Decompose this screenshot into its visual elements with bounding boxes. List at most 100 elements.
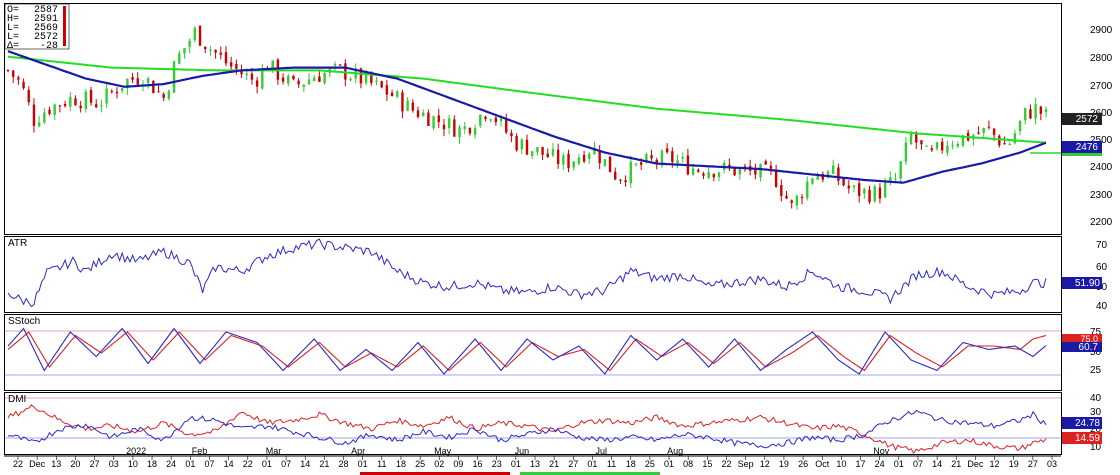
date-tick-label: 07 — [281, 459, 291, 469]
date-tick-label: 21 — [951, 459, 961, 469]
candle-body — [453, 119, 456, 137]
candle-body — [546, 153, 549, 158]
date-tick-label: 09 — [453, 459, 463, 469]
candle-body — [53, 104, 56, 115]
stoch-panel-frame — [4, 314, 1062, 391]
candle-body — [437, 115, 440, 123]
candle-body — [920, 140, 923, 145]
price-axis: 2900 2800 2700 2600 2500 2400 2300 2200 — [1090, 25, 1113, 228]
ohlc-box-bg — [4, 3, 70, 50]
date-tick-label: 11 — [607, 459, 616, 469]
period-bar — [360, 472, 510, 475]
ohlc-info-box: O= 2587 H= 2591 L= 2569 L= 2572 Δ= -28 — [4, 3, 70, 52]
candle-body — [505, 119, 508, 133]
date-tick-label: Sep — [738, 459, 754, 469]
date-tick-label: 20 — [70, 459, 80, 469]
stoch-d-line — [7, 331, 1047, 372]
ohlc-label-change: Δ= — [7, 41, 19, 52]
candle-body — [375, 80, 378, 82]
candle-body — [660, 151, 664, 166]
date-tick-label: 10 — [128, 459, 138, 469]
candle-body — [245, 73, 248, 75]
date-tick-label: 07 — [204, 459, 214, 469]
price-tick: 2200 — [1090, 217, 1113, 228]
candle-body — [800, 196, 804, 199]
month-label: May — [434, 446, 452, 456]
atr-axis: 70 60 50 40 — [1096, 240, 1108, 312]
candle-body — [1044, 109, 1048, 113]
candle-body — [707, 172, 710, 178]
candle-body — [172, 61, 176, 93]
candle-body — [520, 139, 524, 150]
candle-body — [946, 145, 949, 153]
date-tick-label: 27 — [1028, 459, 1038, 469]
date-tick-label: 13 — [51, 459, 61, 469]
candle-body — [307, 79, 311, 85]
candle-body — [806, 181, 809, 199]
candle-body — [889, 177, 892, 183]
candle-body — [837, 167, 840, 181]
candle-body — [894, 178, 897, 180]
candle-body — [541, 146, 544, 155]
dmi-minus-line — [7, 404, 1047, 455]
date-tick-label: 12 — [990, 459, 1000, 469]
ohlc-value-change: -28 — [40, 41, 58, 52]
candle-body — [214, 50, 217, 53]
candle-body — [603, 159, 607, 166]
candle-body — [733, 167, 736, 176]
candle-body — [842, 178, 845, 186]
candle-body — [904, 142, 908, 162]
candle-body — [297, 80, 300, 85]
candle-body — [562, 155, 565, 165]
candle-body — [115, 91, 119, 94]
candle-body — [930, 148, 934, 151]
candle-body — [411, 102, 415, 111]
candle-body — [650, 155, 653, 159]
candle-body — [302, 84, 306, 87]
ma-tag: 2476 — [1076, 142, 1099, 153]
date-tick-label: 01 — [664, 459, 674, 469]
candle-body — [743, 166, 747, 168]
last-price-tag-bg — [1062, 113, 1102, 125]
candle-body — [463, 126, 466, 129]
candle-body — [323, 72, 326, 84]
date-tick-label: 15 — [702, 459, 712, 469]
date-tick-label: 14 — [932, 459, 942, 469]
price-tick: 2300 — [1090, 190, 1113, 201]
candle-body — [193, 27, 197, 41]
month-label: Apr — [351, 446, 365, 456]
ohlc-mini-candle — [63, 6, 66, 46]
candle-body — [370, 72, 373, 83]
date-tick-label: 28 — [339, 459, 349, 469]
dmi-blue-tag-bg — [1062, 417, 1102, 429]
candle-body — [634, 163, 638, 165]
stoch-red-tag-bg — [1062, 334, 1102, 343]
candle-body — [759, 163, 762, 178]
date-tick-label: 02 — [434, 459, 444, 469]
candle-body — [235, 63, 238, 69]
atr-tick: 40 — [1096, 301, 1108, 312]
date-tick-label: 27 — [90, 459, 100, 469]
candle-body — [608, 156, 612, 173]
date-tick-label: 25 — [645, 459, 655, 469]
month-label: Mar — [266, 446, 282, 456]
dmi-red-tag-bg — [1062, 432, 1102, 444]
candle-body — [956, 143, 959, 147]
candle-body — [79, 105, 82, 109]
candle-body — [769, 165, 773, 169]
ma-tag-bg — [1062, 141, 1102, 153]
candle-body — [58, 105, 62, 107]
candle-body — [909, 133, 913, 144]
candle-body — [385, 85, 389, 95]
month-label: 2022 — [126, 446, 146, 456]
candle-body — [780, 185, 783, 196]
candle-body — [479, 114, 482, 126]
month-label: Aug — [667, 446, 683, 456]
candle-body — [1013, 133, 1017, 144]
date-tick-label: 22 — [721, 459, 731, 469]
candle-body — [826, 171, 830, 178]
candle-body — [396, 91, 399, 97]
candle-body — [74, 98, 77, 106]
candle-body — [593, 147, 596, 155]
stoch-k-line — [7, 327, 1047, 375]
